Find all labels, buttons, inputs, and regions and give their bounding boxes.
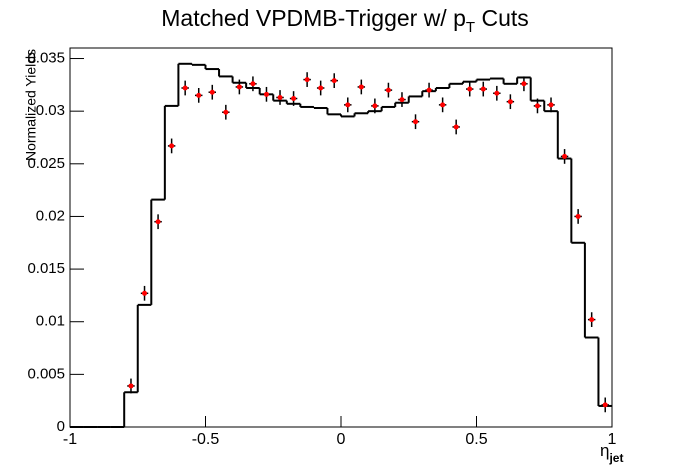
data-point [291, 96, 297, 102]
data-point [169, 143, 175, 149]
data-point [223, 109, 229, 115]
x-tick-label: -0.5 [192, 431, 220, 448]
data-point [318, 85, 324, 91]
data-point [182, 85, 188, 91]
x-tick-label: 0 [337, 431, 346, 448]
data-point [575, 213, 581, 219]
chart-title: Matched VPDMB-Trigger w/ pT Cuts [161, 5, 529, 36]
y-tick-label: 0.02 [36, 207, 65, 224]
data-point [507, 99, 513, 105]
data-point [209, 89, 215, 95]
title-main: Matched VPDMB-Trigger w/ p [161, 5, 466, 31]
data-point [521, 81, 527, 87]
data-point [399, 97, 405, 103]
y-tick-label: 0.015 [27, 260, 65, 277]
x-tick-label: -1 [63, 431, 77, 448]
y-tick-label: 0.035 [27, 49, 65, 66]
y-tick-label: 0.025 [27, 155, 65, 172]
data-point [358, 84, 364, 90]
x-tick-label: 0.5 [465, 431, 487, 448]
data-point [413, 119, 419, 125]
data-point [196, 92, 202, 98]
data-point [372, 103, 378, 109]
data-point [602, 402, 608, 408]
data-point [426, 87, 432, 93]
data-point [480, 86, 486, 92]
x-tick-label: 1 [608, 431, 617, 448]
data-point [263, 91, 269, 97]
data-point [304, 77, 310, 83]
data-point [277, 94, 283, 100]
x-label-main: η [600, 441, 609, 460]
data-point [331, 78, 337, 84]
x-label-subscript: jet [608, 451, 623, 465]
data-point [534, 103, 540, 109]
data-point [453, 124, 459, 130]
data-point [155, 219, 161, 225]
y-tick-label: 0.005 [27, 365, 65, 382]
y-tick-label: 0.03 [36, 102, 65, 119]
title-subscript: T [466, 19, 475, 36]
data-point [548, 102, 554, 108]
data-point [385, 87, 391, 93]
y-axis-label: Normalized Yields [23, 49, 39, 161]
data-point [345, 102, 351, 108]
data-point [467, 86, 473, 92]
data-point [494, 90, 500, 96]
data-point [128, 383, 134, 389]
y-tick-label: 0 [57, 418, 65, 435]
data-point [250, 81, 256, 87]
data-point [562, 153, 568, 159]
y-tick-label: 0.01 [36, 313, 65, 330]
data-point [236, 84, 242, 90]
data-point [142, 290, 148, 296]
title-end: Cuts [475, 5, 529, 31]
data-point [589, 317, 595, 323]
data-point [440, 102, 446, 108]
x-axis-label: ηjet [600, 441, 623, 465]
